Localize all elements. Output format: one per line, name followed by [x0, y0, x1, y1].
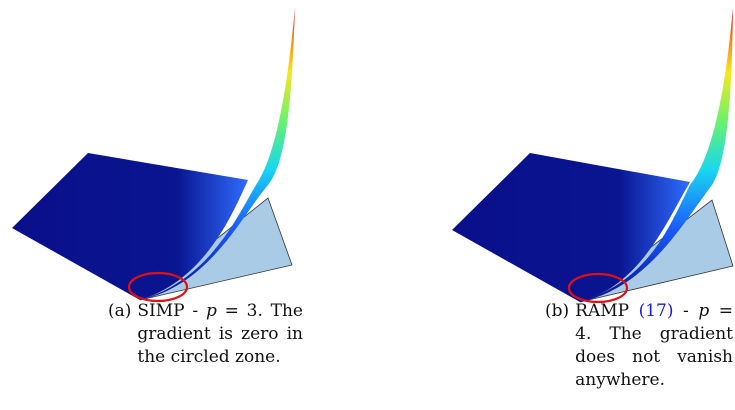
caption-label: (b) — [545, 301, 570, 321]
method: SIMP — [137, 301, 185, 321]
caption-text: SIMP - p = 3. The gradient is zero in th… — [137, 300, 303, 369]
separator: - — [192, 301, 199, 321]
param: p — [205, 301, 217, 321]
caption-label: (a) — [108, 301, 132, 321]
plot-a — [12, 8, 295, 303]
equation: = 3. — [224, 301, 263, 321]
equation: = 4. — [575, 301, 733, 344]
method: RAMP — [575, 301, 630, 321]
highlight-circle — [127, 271, 189, 303]
highlight-circle — [567, 272, 629, 304]
description: The gradient is zero in the circled zone… — [137, 301, 303, 367]
caption-text: RAMP (17) - p = 4. The gradient does not… — [575, 300, 733, 392]
surface — [12, 153, 248, 300]
surface — [452, 153, 690, 302]
caption: (a) SIMP - p = 3. The gradient is zero i… — [108, 300, 303, 369]
description: The gradient does not vanish anywhere. — [575, 324, 734, 390]
param: p — [698, 301, 710, 321]
reference[interactable]: (17) — [638, 301, 674, 321]
caption: (b) RAMP (17) - p = 4. The gradient does… — [545, 300, 733, 392]
separator: - — [683, 301, 689, 321]
plot-b — [452, 8, 734, 304]
